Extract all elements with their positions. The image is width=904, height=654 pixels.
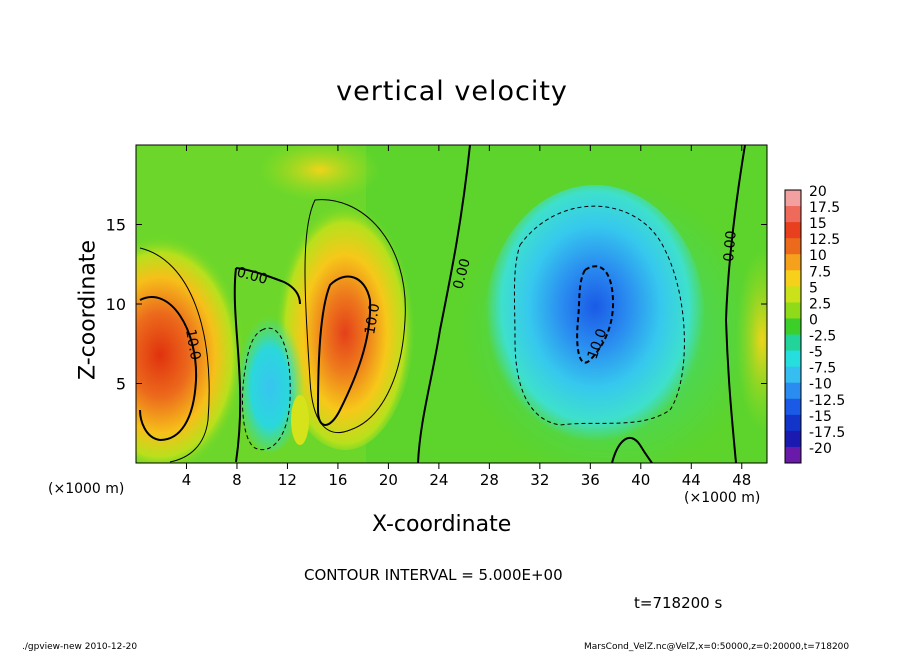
x-tick-label: 8 [232,471,242,489]
colorbar-swatch [785,414,801,432]
colorbar-label: 10 [809,248,827,264]
colorbar-label: 7.5 [809,264,831,280]
colorbar-label: -20 [809,441,832,457]
colorbar-swatch [785,270,801,287]
contour-interval-label: CONTOUR INTERVAL = 5.000E+00 [304,566,563,584]
plus10-contour-2 [316,275,372,426]
minus10-contour [576,265,615,364]
x-tick-label: 24 [429,471,448,489]
x-tick-label: 28 [480,471,499,489]
colorbar-label: -10 [809,377,832,393]
colorbar-label: -17.5 [809,425,845,441]
colorbar-label: 15 [809,216,827,232]
colorbar-label: -5 [809,345,823,361]
x-tick-label: 20 [379,471,398,489]
colorbar-label: 0 [809,312,818,328]
y-tick-label: 5 [116,375,126,394]
contour-label-zero-2: 0.00 [450,257,474,291]
colorbar-swatch [785,382,801,400]
contour-label-zero-1: 0.00 [235,264,269,288]
x-tick-label: 12 [278,471,297,489]
x-axis: 4 8 12 16 20 24 28 32 36 40 44 48 [182,145,751,489]
zero-contour-3 [724,145,746,463]
colorbar-swatch [785,206,801,223]
colorbar-label: 5 [809,280,818,296]
x-axis-label: X-coordinate [372,512,512,537]
colorbar-swatch [785,318,801,336]
x-tick-label: 16 [328,471,347,489]
time-label: t=718200 s [634,594,723,612]
colorbar-swatch [785,238,801,255]
colorbar-swatch [785,286,801,303]
colorbar-label: -15 [809,409,832,425]
colorbar-swatch [785,446,801,464]
plus5-contour-2 [304,199,406,433]
field [136,145,767,463]
colorbar-label: -7.5 [809,361,836,377]
minus5-contour-1 [241,327,291,451]
y-tick-label: 15 [106,216,126,235]
y-axis: 5 10 15 [106,216,767,394]
colorbar: 2017.51512.5107.552.50-2.5-5-7.5-10-12.5… [784,184,845,464]
contour-label-ten-2: 10.0 [362,302,383,335]
zero-contour-1 [233,267,242,463]
colorbar-label: 20 [809,184,827,200]
x-tick-label: 40 [631,471,650,489]
colorbar-swatch [785,350,801,368]
colorbar-swatch [785,398,801,416]
colorbar-swatch [785,302,801,319]
zero-contour-2 [417,145,471,463]
colorbar-swatch [785,222,801,239]
x-tick-label: 32 [530,471,549,489]
chart-title: vertical velocity [336,76,568,107]
field-yellow-top [260,145,380,200]
field-negative-cell-2 [485,185,705,455]
colorbar-label: 17.5 [809,200,840,216]
x-tick-label: 4 [182,471,192,489]
y-axis-unit-label: (×1000 m) [48,481,125,497]
zero-contour-5 [611,437,653,463]
colorbar-label: -12.5 [809,393,845,409]
contour-label-zero-3: 0.00 [721,230,740,262]
colorbar-swatch [785,366,801,384]
colorbar-swatch [785,334,801,352]
field-positive-edge [736,250,767,430]
x-tick-label: 48 [732,471,751,489]
plus5-contour-1 [139,247,210,463]
plus10-contour-1 [139,296,198,442]
colorbar-swatch [785,430,801,448]
colorbar-swatch [785,254,801,271]
field-small-yellow [291,395,309,445]
field-positive-cell-1 [136,235,245,463]
footer-left: ./gpview-new 2010-12-20 [22,642,138,652]
colorbar-swatch [785,190,801,207]
zero-contour-4 [235,267,301,305]
y-tick-label: 10 [106,295,126,314]
x-tick-label: 44 [682,471,701,489]
colorbar-label: -2.5 [809,329,836,345]
colorbar-label: 2.5 [809,296,831,312]
colorbar-label: 12.5 [809,232,840,248]
footer-right: MarsCond_VelZ.nc@VelZ,x=0:50000,z=0:2000… [584,642,850,652]
minus5-contour-2 [513,205,685,426]
x-axis-unit-label: (×1000 m) [684,490,761,506]
field-negative-cell-1 [236,308,304,452]
x-tick-label: 36 [581,471,600,489]
colorbar-frame [784,189,802,464]
contour-label-ten-1: 10.0 [182,328,203,361]
